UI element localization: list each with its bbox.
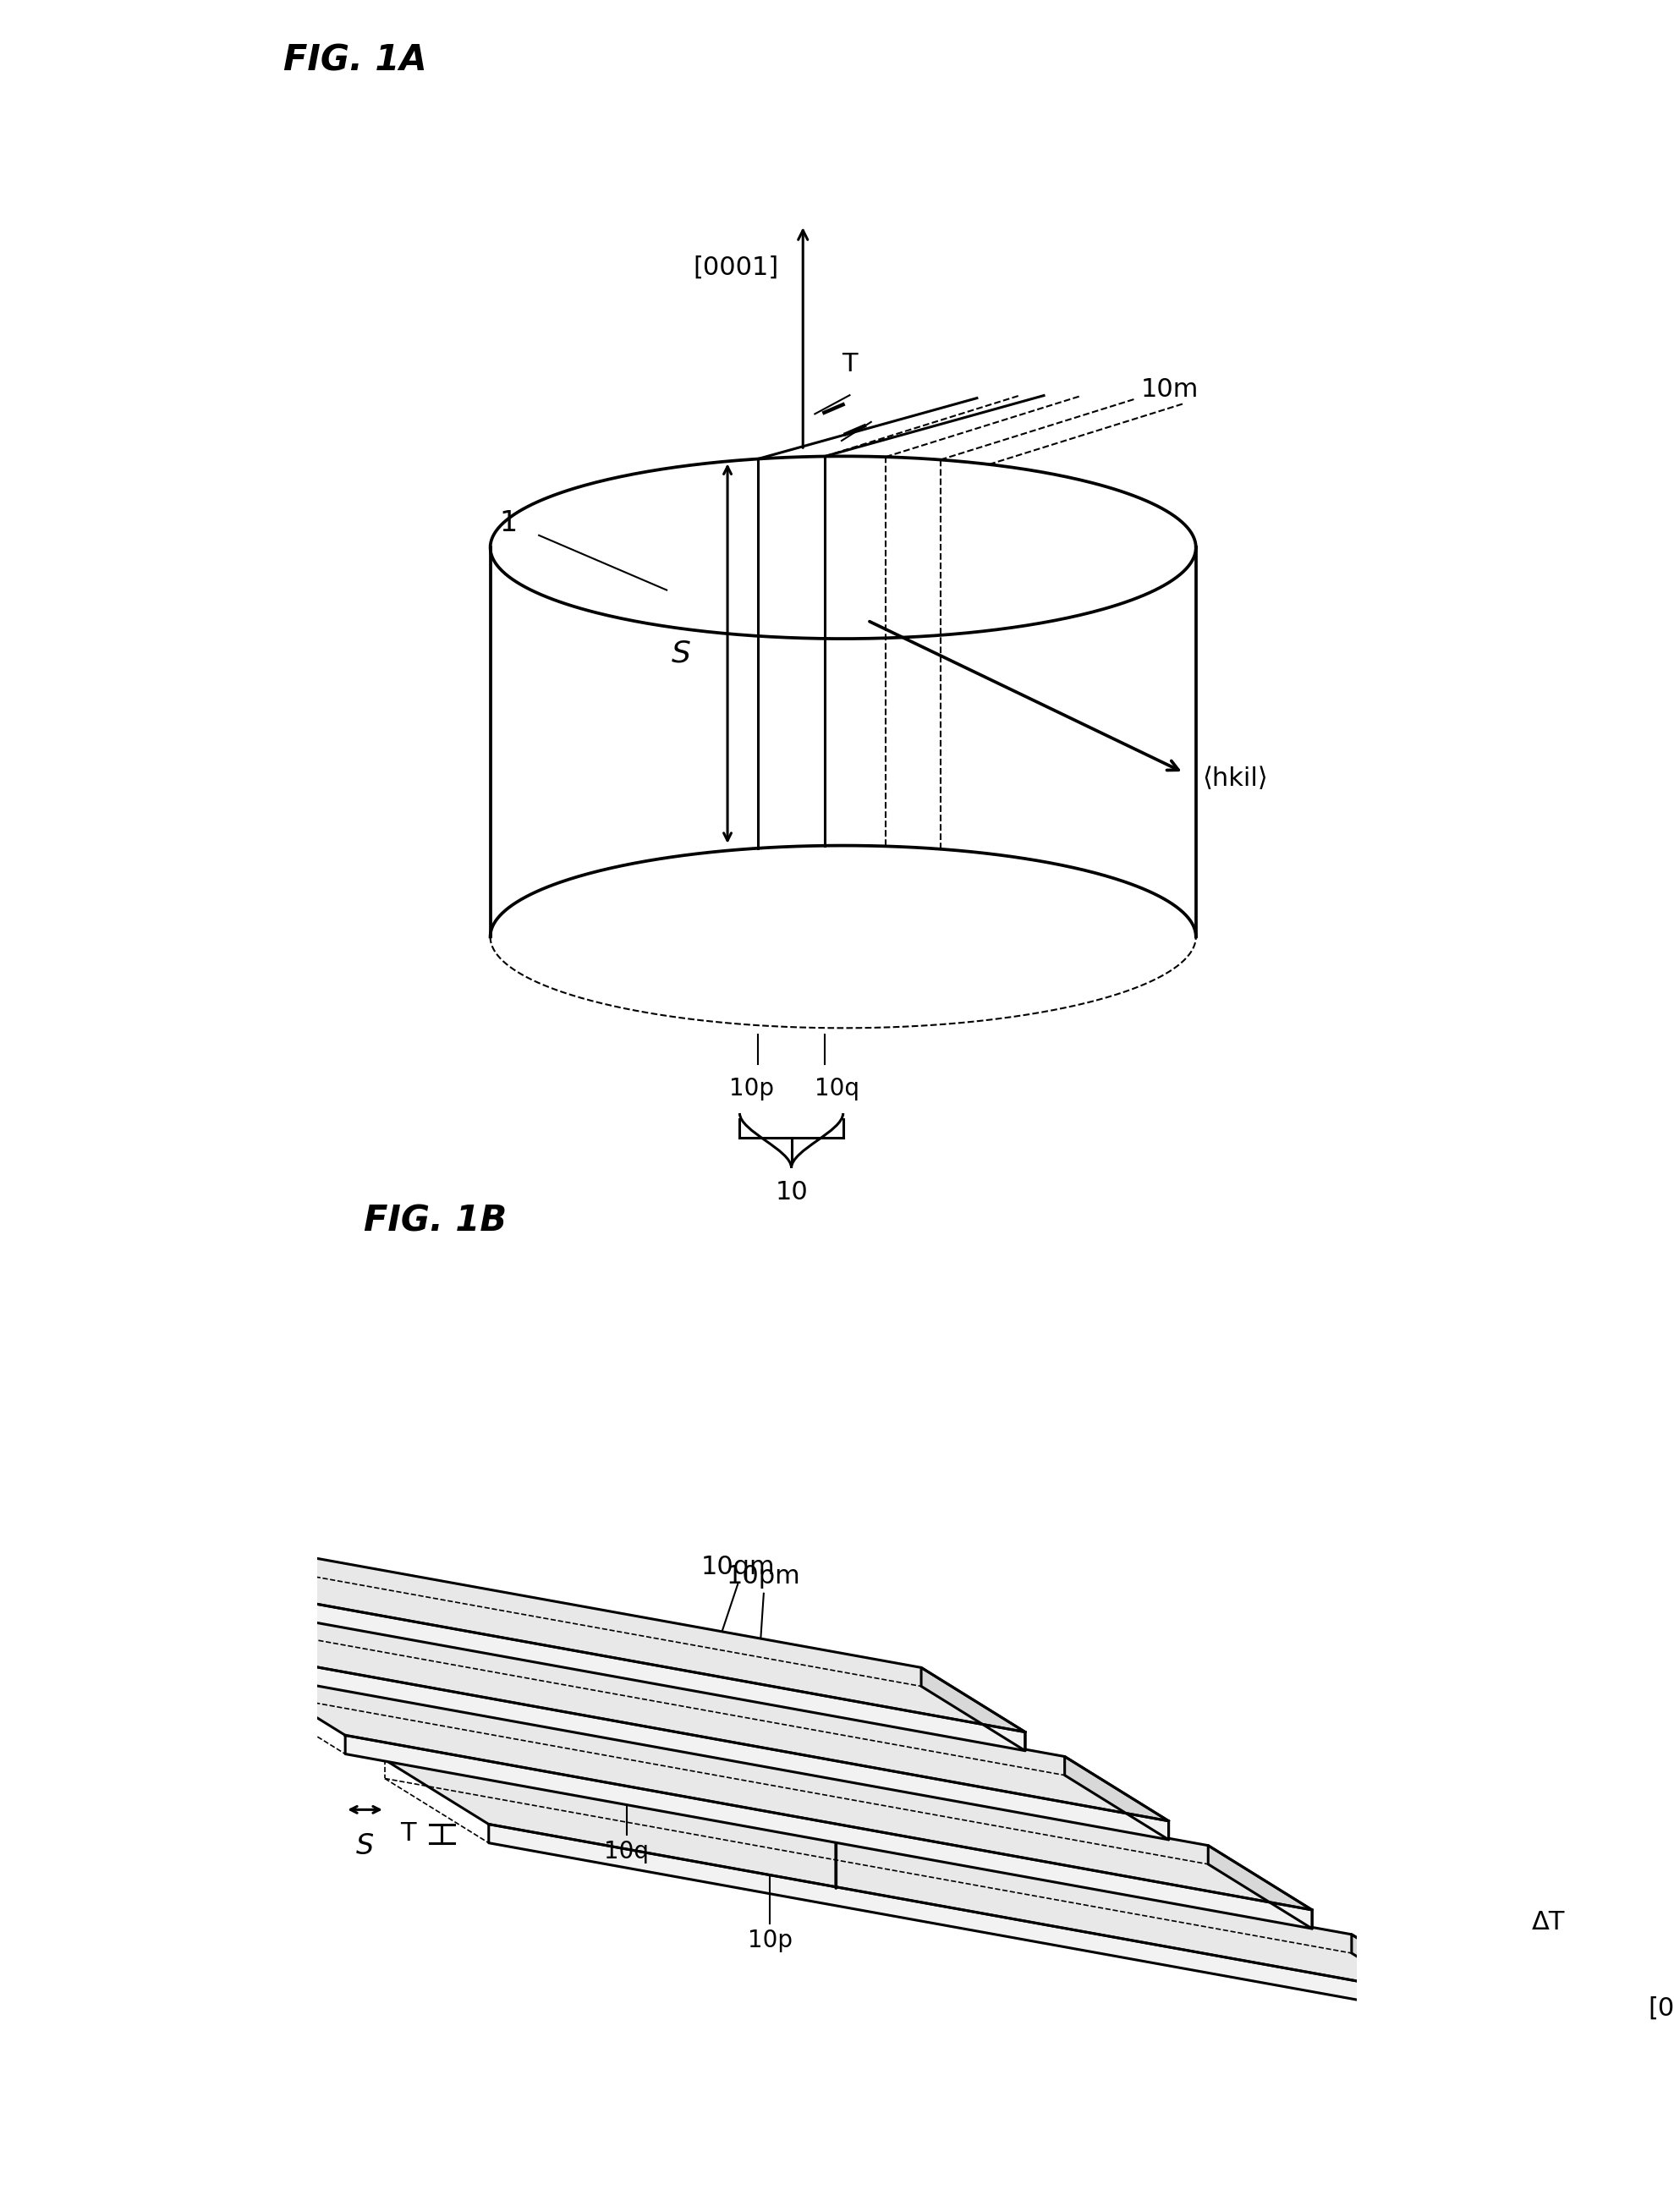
Text: FIG. 1B: FIG. 1B xyxy=(363,1203,507,1239)
Polygon shape xyxy=(0,1493,1024,1732)
Text: [0001]: [0001] xyxy=(693,254,778,279)
Text: T: T xyxy=(400,1820,415,1845)
Text: 10qm: 10qm xyxy=(701,1555,775,1579)
Text: T: T xyxy=(842,352,857,376)
Text: FIG. 1A: FIG. 1A xyxy=(283,42,427,77)
Text: ⟨hkil⟩: ⟨hkil⟩ xyxy=(798,1690,864,1714)
Text: 10: 10 xyxy=(775,1181,809,1206)
Polygon shape xyxy=(385,1761,1456,2000)
Polygon shape xyxy=(203,1646,1168,1840)
Polygon shape xyxy=(1209,1845,1312,1929)
Text: [0001]: [0001] xyxy=(1647,1995,1674,2020)
Text: 10pm: 10pm xyxy=(727,1564,800,1588)
Polygon shape xyxy=(489,1825,1456,2017)
Text: ΔT: ΔT xyxy=(1532,1909,1565,1936)
Text: 1: 1 xyxy=(499,509,517,538)
Text: ⟨hkil⟩: ⟨hkil⟩ xyxy=(1202,765,1267,792)
Text: 10m: 10m xyxy=(1142,376,1199,403)
Text: S: S xyxy=(357,1832,373,1860)
Text: S: S xyxy=(671,639,691,668)
Polygon shape xyxy=(97,1582,1168,1820)
Polygon shape xyxy=(241,1670,1312,1909)
Polygon shape xyxy=(59,1557,1024,1750)
Polygon shape xyxy=(1065,1756,1168,1840)
Polygon shape xyxy=(1351,1936,1456,2017)
Text: 10p: 10p xyxy=(748,1929,792,1953)
Text: 10q: 10q xyxy=(604,1840,650,1865)
Polygon shape xyxy=(345,1734,1312,1929)
Text: 10p: 10p xyxy=(730,1077,775,1099)
Polygon shape xyxy=(921,1668,1024,1750)
Text: 10q: 10q xyxy=(815,1077,859,1099)
